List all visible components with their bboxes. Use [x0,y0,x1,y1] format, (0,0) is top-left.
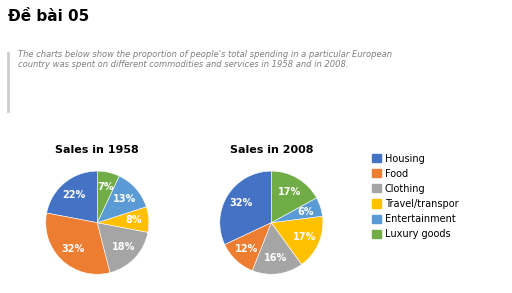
Wedge shape [97,223,148,272]
Text: The charts below show the proportion of people's total spending in a particular : The charts below show the proportion of … [18,50,392,69]
Text: 13%: 13% [113,194,136,204]
Title: Sales in 1958: Sales in 1958 [55,145,139,155]
Wedge shape [271,198,323,223]
Text: 16%: 16% [264,253,288,263]
Text: 32%: 32% [229,198,252,208]
Wedge shape [46,213,110,274]
Text: 22%: 22% [62,190,86,200]
Text: 7%: 7% [97,183,113,193]
Text: 17%: 17% [293,232,316,242]
Wedge shape [225,223,271,271]
Text: 17%: 17% [278,187,302,197]
Title: Sales in 2008: Sales in 2008 [229,145,313,155]
Wedge shape [47,171,97,223]
Wedge shape [271,171,316,223]
Legend: Housing, Food, Clothing, Travel/transpor, Entertainment, Luxury goods: Housing, Food, Clothing, Travel/transpor… [371,153,459,240]
Text: 8%: 8% [125,215,142,225]
Wedge shape [220,171,271,245]
Wedge shape [97,176,146,223]
Wedge shape [97,207,149,232]
Text: 32%: 32% [61,244,84,254]
Text: 6%: 6% [297,207,314,217]
Wedge shape [97,171,119,223]
Text: 18%: 18% [112,242,135,252]
Text: Đề bài 05: Đề bài 05 [8,9,89,24]
Wedge shape [252,223,302,274]
Text: 12%: 12% [235,244,258,254]
Wedge shape [271,216,323,264]
